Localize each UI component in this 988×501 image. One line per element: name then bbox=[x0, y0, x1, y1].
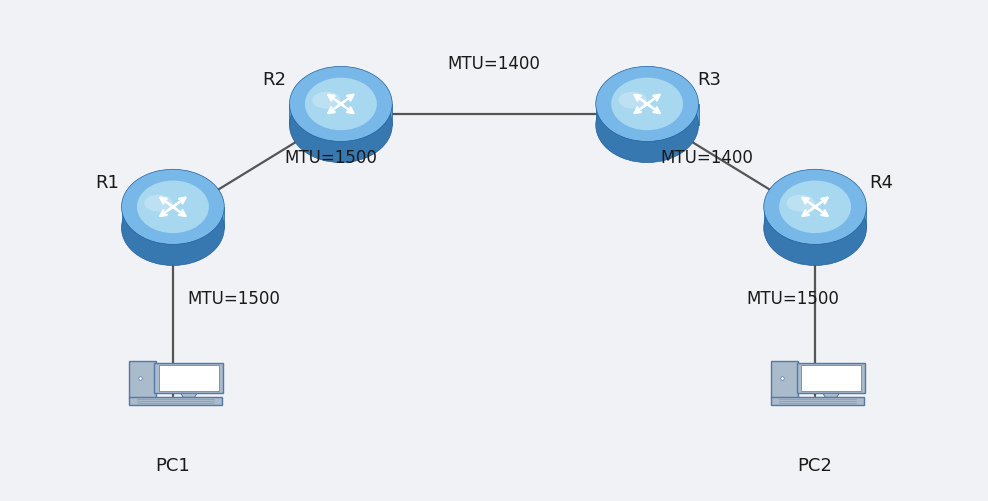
Ellipse shape bbox=[764, 191, 866, 266]
Polygon shape bbox=[181, 394, 197, 399]
Ellipse shape bbox=[618, 93, 647, 109]
Ellipse shape bbox=[786, 195, 815, 212]
Text: R1: R1 bbox=[95, 174, 119, 192]
Ellipse shape bbox=[596, 88, 699, 163]
Polygon shape bbox=[154, 363, 223, 394]
Polygon shape bbox=[289, 105, 392, 126]
Polygon shape bbox=[801, 365, 861, 391]
Polygon shape bbox=[129, 362, 156, 398]
Text: MTU=1500: MTU=1500 bbox=[746, 289, 839, 307]
Text: PC1: PC1 bbox=[155, 456, 191, 474]
Text: R4: R4 bbox=[869, 174, 893, 192]
Ellipse shape bbox=[122, 170, 224, 245]
Ellipse shape bbox=[305, 79, 376, 131]
Polygon shape bbox=[159, 365, 218, 391]
Ellipse shape bbox=[612, 79, 683, 131]
Polygon shape bbox=[772, 397, 864, 405]
Ellipse shape bbox=[289, 88, 392, 163]
Text: MTU=1400: MTU=1400 bbox=[448, 55, 540, 73]
Text: R3: R3 bbox=[698, 71, 721, 89]
Polygon shape bbox=[823, 394, 839, 399]
Ellipse shape bbox=[289, 67, 392, 142]
Text: MTU=1500: MTU=1500 bbox=[188, 289, 281, 307]
Polygon shape bbox=[129, 397, 221, 405]
Polygon shape bbox=[772, 362, 798, 398]
Ellipse shape bbox=[122, 191, 224, 266]
Text: PC2: PC2 bbox=[797, 456, 833, 474]
Text: MTU=1400: MTU=1400 bbox=[660, 149, 753, 167]
Ellipse shape bbox=[312, 93, 341, 109]
Polygon shape bbox=[596, 105, 699, 126]
Ellipse shape bbox=[144, 195, 173, 212]
Polygon shape bbox=[796, 363, 865, 394]
Ellipse shape bbox=[596, 67, 699, 142]
Polygon shape bbox=[764, 207, 866, 228]
Ellipse shape bbox=[137, 181, 208, 233]
Text: R2: R2 bbox=[263, 71, 287, 89]
Polygon shape bbox=[122, 207, 224, 228]
Ellipse shape bbox=[780, 181, 851, 233]
Text: MTU=1500: MTU=1500 bbox=[285, 149, 377, 167]
Ellipse shape bbox=[764, 170, 866, 245]
